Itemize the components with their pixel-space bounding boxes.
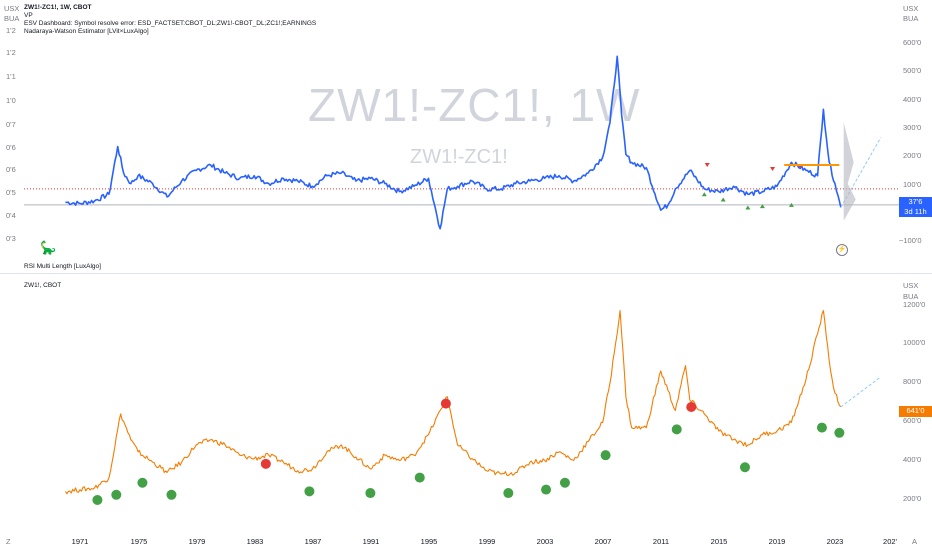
zoom-icon[interactable]: Z [6, 537, 11, 546]
bottom-right-tick: 200'0 [903, 494, 922, 503]
x-tick-label: 2023 [826, 537, 844, 546]
right-tick: 300'0 [903, 123, 922, 132]
spread-price-value: 37'6 [908, 197, 923, 206]
bottom-right-tick: 1000'0 [903, 338, 926, 347]
sell-signal-marker [686, 402, 697, 413]
dinosaur-icon[interactable]: 🦕 [40, 240, 57, 255]
right-tick: 200'0 [903, 151, 922, 160]
buy-signal-marker [92, 494, 103, 505]
buy-triangle-marker [745, 205, 751, 210]
x-tick-label: 1979 [188, 537, 206, 546]
x-tick-label: 2003 [536, 537, 554, 546]
left-tick: 0'7 [6, 120, 16, 129]
bottom-right-tick: 600'0 [903, 416, 922, 425]
buy-signal-marker [414, 472, 425, 483]
x-tick-label: 202' [883, 537, 897, 546]
buy-signal-marker [166, 489, 177, 500]
left-tick: 1'1 [6, 72, 16, 81]
indicator-esv-label[interactable]: ESV Dashboard: Symbol resolve error: ESD… [24, 20, 317, 27]
buy-signal-marker [559, 477, 570, 488]
right-tick: 100'0 [903, 180, 922, 189]
x-tick-label: 1987 [304, 537, 322, 546]
sell-signal-marker [260, 458, 271, 469]
buy-signal-marker [600, 450, 611, 461]
wheat-price-tag: 641'0 [899, 406, 932, 417]
indicator-nw-label[interactable]: Nadaraya-Watson Estimator [LVit×LuxAlgo] [24, 28, 149, 35]
symbol-watermark-sub: ZW1!-ZC1! [410, 146, 508, 168]
bottom-right-tick: 1200'0 [903, 300, 926, 309]
spread-price-tag: 37'6 3d 11h [899, 197, 932, 217]
left-tick: 1'0 [6, 96, 16, 105]
lightning-icon[interactable]: ⚡ [836, 244, 848, 256]
buy-triangle-marker [720, 197, 726, 202]
sell-triangle-marker [797, 164, 803, 169]
bottom-right-tick: 400'0 [903, 455, 922, 464]
x-tick-label: 2019 [768, 537, 786, 546]
sell-triangle-marker [704, 163, 710, 168]
right-tick: 400'0 [903, 95, 922, 104]
left-tick: 1'2 [6, 48, 16, 57]
auto-scale-button[interactable]: A [912, 537, 918, 546]
projection-line [840, 137, 882, 208]
top-left-unit-currency: USX [4, 4, 20, 13]
volume-profile [843, 122, 856, 221]
x-tick-label: 2015 [710, 537, 728, 546]
buy-signal-marker [739, 462, 750, 473]
buy-signal-marker [137, 477, 148, 488]
top-left-unit-bua: BUA [4, 14, 20, 23]
x-tick-label: 1975 [130, 537, 148, 546]
indicator-vp-label[interactable]: VP [24, 12, 33, 19]
sell-signal-marker [440, 398, 451, 409]
right-tick: 500'0 [903, 66, 922, 75]
x-tick-label: 2007 [594, 537, 612, 546]
rsi-indicator-label[interactable]: RSI Multi Length [LuxAlgo] [24, 263, 101, 270]
right-tick: −100'0 [899, 236, 922, 245]
wheat-price-value: 641'0 [906, 406, 925, 415]
x-tick-label: 1995 [420, 537, 438, 546]
x-tick-label: 1983 [246, 537, 264, 546]
buy-triangle-marker [788, 202, 794, 207]
bottom-right-tick: 800'0 [903, 377, 922, 386]
top-pane-title: ZW1!-ZC1!, 1W, CBOT [24, 4, 92, 11]
spread-price-countdown: 3d 11h [904, 207, 927, 216]
buy-signal-marker [304, 486, 315, 497]
top-unit-bua: BUA [903, 14, 919, 23]
x-tick-label: 1999 [478, 537, 496, 546]
symbol-watermark: ZW1!-ZC1!, 1W [308, 79, 641, 131]
right-tick: 600'0 [903, 38, 922, 47]
sell-triangle-marker [770, 167, 776, 172]
buy-signal-marker [365, 488, 376, 499]
left-tick: 0'5 [6, 188, 16, 197]
left-tick: 1'2 [6, 26, 16, 35]
bottom-unit-bua: BUA [903, 292, 919, 301]
buy-signal-marker [503, 488, 514, 499]
projection-line [840, 376, 882, 408]
buy-signal-marker [671, 424, 682, 435]
buy-signal-marker [834, 427, 845, 438]
buy-signal-marker [816, 422, 827, 433]
left-tick: 0'6 [6, 165, 16, 174]
wheat-series-line [65, 310, 842, 495]
buy-signal-marker [541, 484, 552, 495]
left-tick: 0'6 [6, 143, 16, 152]
x-tick-label: 2011 [652, 537, 670, 546]
bottom-unit-currency: USX [903, 281, 919, 290]
buy-triangle-marker [759, 204, 765, 209]
top-unit-currency: USX [903, 4, 919, 13]
left-tick: 0'3 [6, 234, 16, 243]
bottom-pane-title: ZW1!, CBOT [24, 282, 62, 289]
left-tick: 0'4 [6, 211, 16, 220]
x-tick-label: 1971 [71, 537, 89, 546]
buy-triangle-marker [701, 192, 707, 197]
pane-divider[interactable] [0, 273, 932, 274]
buy-signal-marker [111, 489, 122, 500]
x-tick-label: 1991 [362, 537, 380, 546]
